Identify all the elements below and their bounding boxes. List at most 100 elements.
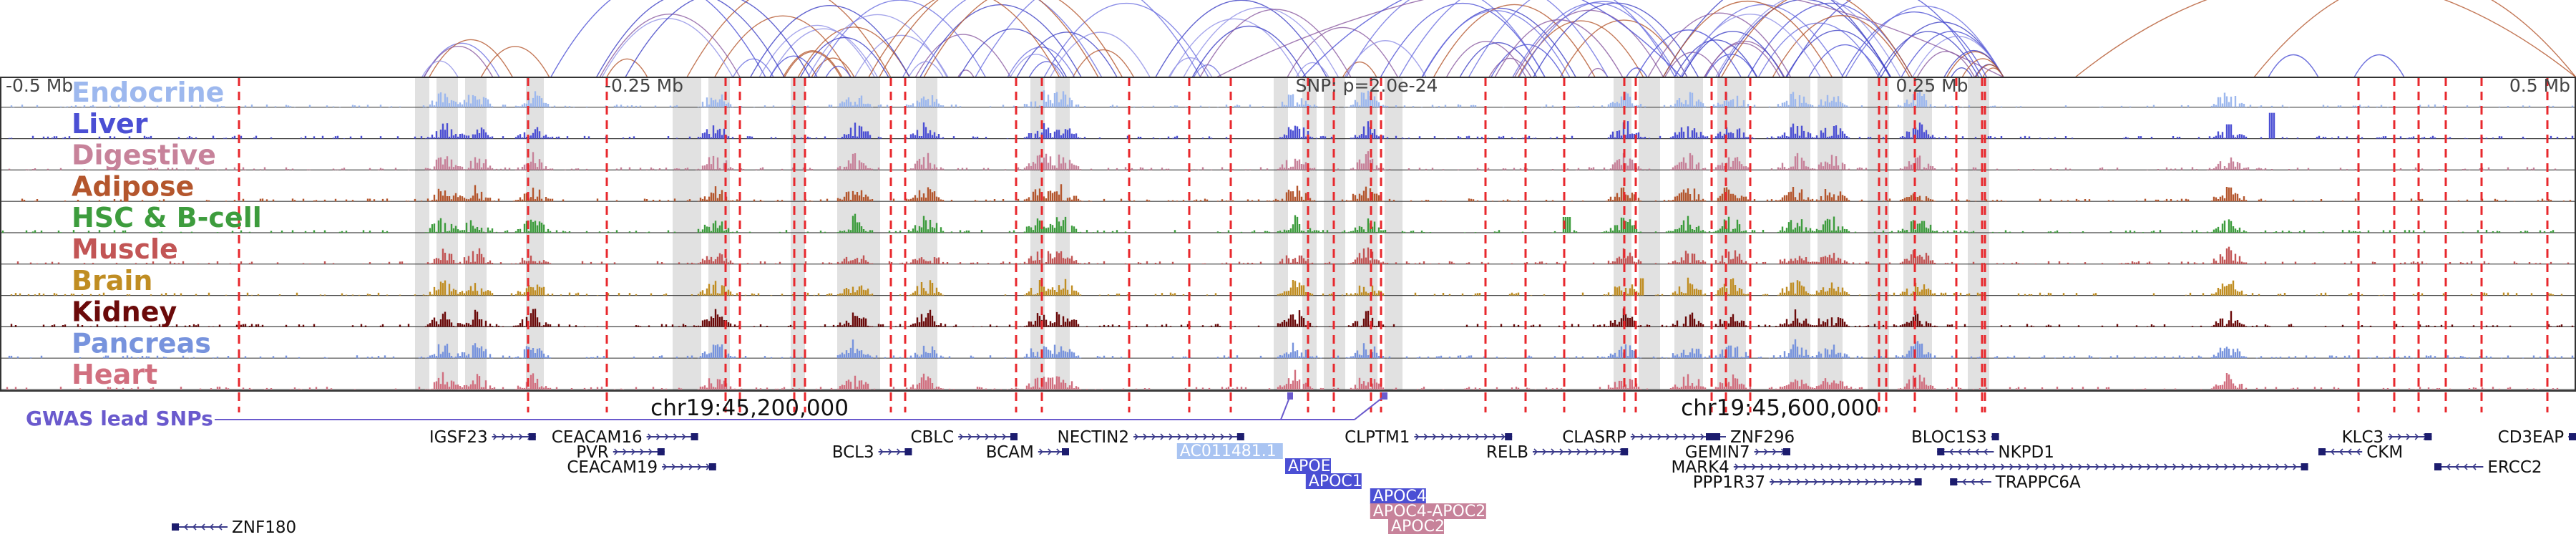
track-signal [16,246,2570,264]
strand-arrow [1812,463,1816,470]
strand-arrow [1039,448,1043,455]
contact-arc [1720,0,1913,78]
contact-arc [1043,2,1209,78]
strand-arrow [1803,463,1807,470]
highlight-band [1639,77,1660,391]
gene-exon [2424,433,2432,440]
strand-arrow [1151,433,1156,440]
strand-arrow [1971,478,1975,485]
contact-arc [2074,0,2576,78]
contact-arc [1191,26,1307,78]
gwas-connector [1354,395,1385,420]
strand-arrow [1872,463,1876,470]
contact-arc [595,0,785,78]
highlight-band [1818,77,1843,391]
strand-arrow [1979,478,1984,485]
axis-tick-label: -0.25 Mb [605,75,683,96]
strand-arrow [192,523,197,531]
gene-label-box [1285,458,1331,474]
highlight-band [1789,77,1810,391]
gene-label: AC011481.1 [1180,442,1277,460]
gene-exon [1706,433,1713,440]
contact-arc [606,58,648,78]
contact-arc [1647,12,1792,78]
gene-label: CBLC [910,428,954,447]
strand-arrow [1770,478,1775,485]
strand-arrow [2078,463,2082,470]
contact-arc [825,65,852,78]
gwas-connector [1280,395,1291,420]
strand-arrow [1611,448,1616,455]
strand-arrow [1492,433,1497,440]
strand-arrow [1882,478,1887,485]
track-signal [10,90,2574,107]
gene-exon [2318,448,2326,455]
contact-arc [480,46,550,78]
track-label: Pancreas [72,327,211,359]
contact-arc [1494,19,1624,78]
contact-arc [1216,0,2004,78]
strand-arrow [1889,463,1893,470]
contact-arc [599,14,741,78]
gwas-snp-mark [1287,392,1293,400]
strand-arrow [2044,463,2048,470]
contact-arc [769,55,818,78]
strand-arrow [2164,463,2168,470]
strand-arrow [1501,433,1506,440]
strand-arrow [1764,448,1768,455]
contact-arc [1880,21,2004,78]
gene-exon [1937,448,1945,455]
highlight-band [1385,77,1402,391]
strand-arrow [985,433,990,440]
gene-label: CKM [2366,443,2403,462]
gene-label: IGSF23 [429,428,488,447]
strand-arrow [1735,463,1739,470]
contact-arc [1421,10,1571,78]
gene-label: BCL3 [832,443,874,462]
strand-arrow [2330,448,2335,455]
contact-arc [797,26,910,78]
contact-arc [1626,67,1648,78]
track-label: Endocrine [72,77,224,108]
gene-label-box [1176,443,1283,459]
gene-exon [2569,433,2576,440]
highlight-band [1903,77,1932,391]
gene-exon [1783,448,1790,455]
contact-arc [1287,26,1399,78]
track-label: Muscle [72,233,178,265]
snp-markers [238,77,2549,412]
contact-arc [1049,32,1151,78]
strand-arrow [1700,433,1704,440]
strand-arrow [1805,478,1810,485]
track-signal [8,339,2574,359]
strand-arrow [1846,463,1850,470]
contact-arc [908,61,944,78]
highlight-band [415,77,429,391]
highlight-band [1356,77,1377,391]
strand-arrow [2338,448,2343,455]
contact-arc [1950,67,1973,78]
gene-label: RELB [1486,443,1528,462]
gene-label: PPP1R37 [1693,473,1766,492]
contact-arc [902,0,1103,78]
contact-arc [1016,32,1118,78]
contact-arc [1635,29,1742,78]
strand-arrow [967,433,972,440]
strand-arrow [1795,463,1799,470]
strand-arrow [1949,448,1953,455]
strand-arrow [1743,463,1747,470]
gene-exon [1991,433,1999,440]
strand-arrow [2397,433,2402,440]
strand-arrow [2147,463,2151,470]
strand-arrow [2233,463,2237,470]
contact-arc [1715,0,1901,78]
gwas-label: GWAS lead SNPs [26,407,213,430]
gene-label: BCAM [986,443,1034,462]
strand-arrow [640,448,644,455]
gene-exon [708,463,716,470]
strand-arrow [2138,463,2142,470]
track-signal [1,213,2555,233]
strand-arrow [614,448,618,455]
track-signal [8,151,2557,170]
strand-arrow [1822,478,1827,485]
